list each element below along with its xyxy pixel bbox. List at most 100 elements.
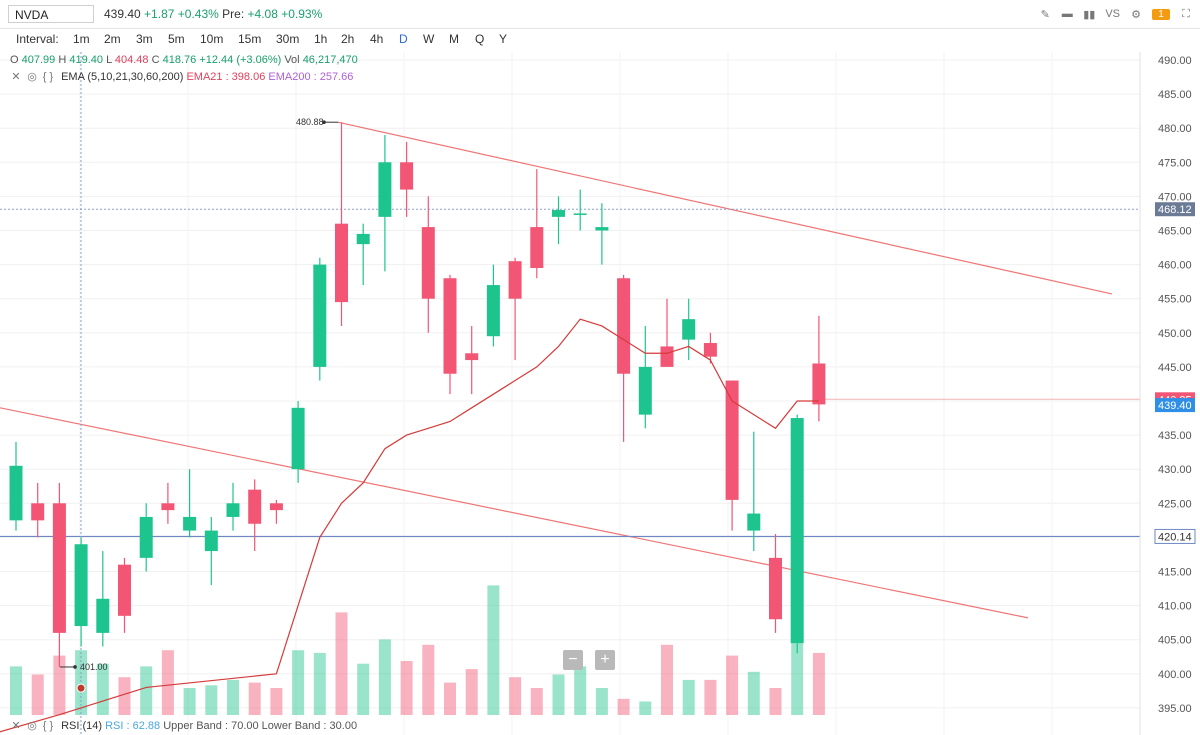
gear-icon[interactable]: ⚙ [1131, 8, 1141, 21]
candle-body [530, 227, 544, 269]
ema21-line [0, 318, 819, 733]
price-axis-label-bg [1154, 528, 1196, 544]
pencil-icon[interactable]: ✎ [1040, 8, 1050, 21]
volume-bar [422, 644, 435, 715]
candles-icon[interactable]: ▮▮ [1083, 8, 1096, 21]
volume-bar [10, 666, 22, 715]
price-axis: 490.00 485.00 480.00 475.00 470.00 465.00 460.… [1139, 52, 1196, 735]
candle-body [9, 465, 23, 521]
volume-bar [465, 669, 478, 715]
interval-4h[interactable]: 4h [370, 32, 384, 46]
price-chart[interactable]: 490.00 485.00 480.00 475.00 470.00 465.00 460.… [0, 52, 1200, 735]
alert-badge[interactable]: 1 [1152, 8, 1170, 20]
zoom-out-button[interactable]: − [563, 650, 583, 670]
close-icon[interactable]: ✕ [11, 720, 21, 732]
crosshair-point [76, 683, 86, 693]
price-axis-label-bg [1155, 398, 1195, 413]
volume-bar [292, 650, 305, 715]
rsi-label: RSI (14) [61, 720, 103, 732]
visibility-icon[interactable]: ◎ [27, 720, 37, 732]
y-tick-label: 410.00 [1158, 601, 1192, 613]
volume-bar [617, 698, 630, 715]
interval-w[interactable]: W [423, 32, 435, 46]
lower-trendline [0, 407, 1029, 619]
upper-trendline [337, 121, 1113, 295]
rsi-legend: ✕ ◎ { } RSI (14) RSI : 62.88 Upper Band : … [10, 719, 357, 732]
volume-bar [682, 679, 695, 715]
interval-1m[interactable]: 1m [73, 32, 90, 46]
chart-background [0, 52, 1140, 735]
close-value: 418.76 [162, 54, 197, 66]
interval-5m[interactable]: 5m [168, 32, 185, 46]
interval-1h[interactable]: 1h [314, 32, 328, 46]
y-tick-label: 450.00 [1158, 328, 1192, 340]
interval-y[interactable]: Y [499, 32, 508, 46]
candle-body [118, 564, 131, 616]
low-marker-dot [73, 665, 77, 669]
rsi-lower-band: Lower Band : 30.00 [261, 720, 358, 732]
fullscreen-icon[interactable]: ⛶ [1182, 7, 1190, 20]
candle-body [335, 223, 348, 303]
candlesticks [9, 122, 826, 667]
interval-30m[interactable]: 30m [276, 32, 300, 46]
settings-braces-icon[interactable]: { } [42, 720, 54, 732]
candle-body [313, 264, 327, 367]
volume-bar [595, 688, 608, 715]
close-icon[interactable]: ✕ [11, 71, 21, 83]
candle-body [638, 366, 652, 415]
interval-3m[interactable]: 3m [136, 32, 153, 46]
y-tick-label: 430.00 [1158, 464, 1192, 476]
interval-2h[interactable]: 2h [341, 32, 355, 46]
annotations: 480.88 401.00 [60, 117, 338, 693]
volume-bar [161, 650, 174, 715]
candle-body [769, 557, 782, 620]
ema-label: EMA (5,10,21,30,60,200) [61, 71, 184, 83]
price-axis-label: 468.12 [1158, 204, 1192, 216]
y-tick-label: 480.00 [1158, 123, 1192, 135]
interval-m[interactable]: M [449, 32, 459, 46]
symbol-input[interactable]: NVDA [8, 5, 94, 23]
close-change: +12.44 (+3.06%) [199, 54, 282, 66]
interval-10m[interactable]: 10m [200, 32, 224, 46]
candle-body [508, 261, 522, 299]
candle-body [747, 513, 761, 531]
ohlc-legend: O 407.99 H 419.40 L 404.48 C 418.76 +12.… [10, 54, 358, 66]
quote-summary: 439.40 +1.87 +0.43% Pre: +4.08 +0.93% [104, 6, 322, 22]
volume-bar [53, 655, 66, 715]
volume-bar [140, 666, 153, 715]
candle-body [443, 278, 457, 374]
candle-body [378, 162, 392, 217]
chart-icon[interactable]: ▬ [1061, 8, 1073, 20]
price-axis-label-bg [1155, 202, 1195, 217]
interval-d[interactable]: D [399, 32, 408, 46]
volume-bar [31, 674, 44, 715]
interval-2m[interactable]: 2m [104, 32, 121, 46]
settings-braces-icon[interactable]: { } [42, 71, 54, 83]
ema21-value: EMA21 : 398.06 [186, 71, 266, 83]
toolbar-icons: ✎ ▬ ▮▮ VS ⚙ 1 ⛶ [1039, 6, 1192, 22]
high-label: H [58, 54, 67, 66]
zoom-in-button[interactable]: + [595, 650, 615, 670]
y-tick-label: 475.00 [1158, 157, 1192, 169]
interval-q[interactable]: Q [475, 32, 485, 46]
price-axis-label: 420.14 [1158, 531, 1192, 543]
volume-bar [335, 612, 348, 715]
candle-body [595, 227, 609, 231]
top-toolbar: NVDA 439.40 +1.87 +0.43% Pre: +4.08 +0.9… [0, 0, 1200, 29]
candle-body [552, 210, 565, 217]
volume-bar [487, 585, 500, 715]
volume-bar [205, 685, 218, 715]
compare-vs-icon[interactable]: VS [1105, 8, 1120, 20]
candle-body [248, 489, 262, 524]
visibility-icon[interactable]: ◎ [27, 71, 37, 83]
candle-body [161, 503, 175, 511]
volume-bar [704, 679, 717, 715]
volume-bar [444, 682, 456, 715]
y-tick-label: 490.00 [1158, 55, 1192, 67]
candle-body [204, 530, 218, 552]
y-tick-label: 400.00 [1158, 669, 1192, 681]
candle-body [573, 213, 587, 215]
interval-15m[interactable]: 15m [238, 32, 262, 46]
rsi-value: RSI : 62.88 [105, 720, 161, 732]
rsi-upper-band: Upper Band : 70.00 [163, 720, 259, 732]
